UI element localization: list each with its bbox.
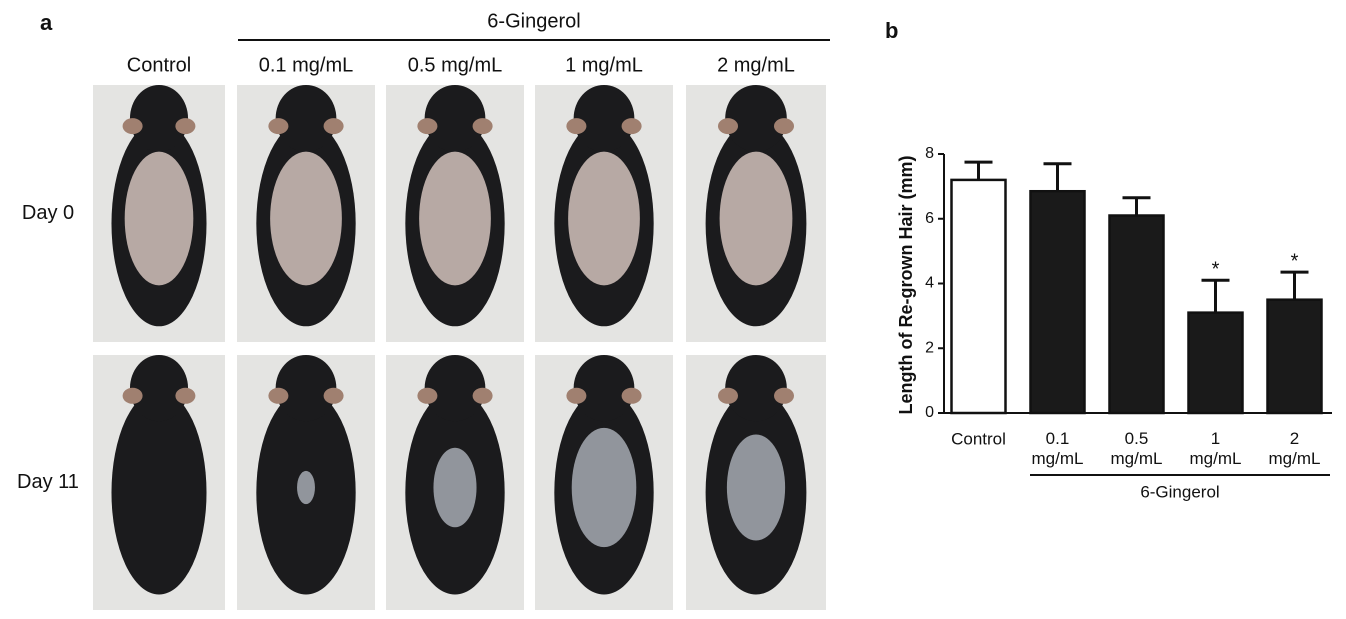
photo: [93, 355, 225, 610]
y-tick-label: 2: [925, 339, 934, 356]
ear: [122, 387, 143, 404]
ear: [323, 118, 344, 135]
mouse-head: [573, 355, 635, 422]
mouse-body: [111, 390, 207, 595]
mouse-head: [129, 355, 189, 422]
panel-label: b: [885, 18, 898, 43]
bar: [1029, 189, 1086, 415]
shaved-area: [419, 151, 491, 286]
y-tick-label: 6: [925, 210, 934, 227]
shaved-area: [433, 447, 477, 528]
y-tick-label: 8: [925, 145, 934, 162]
column-label: 0.1 mg/mL: [259, 54, 353, 76]
photo: [686, 355, 826, 610]
ear: [718, 118, 738, 135]
significance-mark: *: [1212, 259, 1220, 281]
ear: [417, 118, 438, 135]
photo: [386, 355, 524, 610]
ear: [718, 387, 738, 404]
photo: [535, 85, 673, 342]
significance-mark: *: [1291, 250, 1299, 272]
column-label: 2 mg/mL: [717, 54, 795, 76]
y-tick-label: 4: [925, 275, 934, 292]
shaved-area: [297, 470, 315, 505]
x-tick-label: 1 mg/mL: [1190, 429, 1242, 468]
panel-a: a 6-Gingerol: [40, 10, 830, 41]
ear: [472, 387, 493, 404]
photo: [237, 355, 375, 610]
bar: [1187, 311, 1244, 415]
ear: [268, 118, 289, 135]
photo: [237, 85, 375, 342]
mouse-head: [275, 85, 337, 152]
x-tick-label: 0.5 mg/mL: [1111, 429, 1163, 468]
panel-label: a: [40, 10, 53, 35]
group-label: 6-Gingerol: [1140, 482, 1219, 501]
bar: [1108, 214, 1165, 415]
bar: [1266, 298, 1323, 415]
row-label: Day 0: [22, 202, 74, 224]
photo: [686, 85, 826, 342]
x-tick-label: 0.1 mg/mL: [1032, 429, 1084, 468]
ear: [175, 387, 196, 404]
ear: [417, 387, 438, 404]
ear: [268, 387, 289, 404]
x-tick-label: Control: [951, 429, 1006, 448]
ear: [621, 118, 642, 135]
ear: [175, 118, 196, 135]
shaved-area: [270, 151, 342, 286]
ear: [566, 387, 587, 404]
shaved-area: [124, 151, 194, 286]
ear: [566, 118, 587, 135]
shaved-area: [726, 434, 786, 541]
ear: [774, 387, 794, 404]
column-label: 0.5 mg/mL: [408, 54, 502, 76]
column-label: 1 mg/mL: [565, 54, 643, 76]
mouse-head: [725, 85, 787, 152]
ear: [323, 387, 344, 404]
shaved-area: [571, 427, 637, 548]
mouse-head: [573, 85, 635, 152]
photo: [93, 85, 225, 342]
ear: [472, 118, 493, 135]
mouse-head: [424, 355, 486, 422]
shaved-area: [568, 151, 640, 286]
row-label: Day 11: [17, 471, 79, 493]
x-tick-label: 2 mg/mL: [1269, 429, 1321, 468]
ear: [621, 387, 642, 404]
shaved-area: [719, 151, 793, 286]
mouse-head: [275, 355, 337, 422]
column-label: Control: [127, 54, 191, 76]
photo: [535, 355, 673, 610]
ear: [122, 118, 143, 135]
ear: [774, 118, 794, 135]
group-label: 6-Gingerol: [487, 10, 580, 32]
y-axis-label: Length of Re-grown Hair (mm): [896, 156, 916, 415]
mouse-head: [129, 85, 189, 152]
bar: [950, 178, 1007, 415]
mouse-head: [424, 85, 486, 152]
mouse-head: [725, 355, 787, 422]
photo: [386, 85, 524, 342]
y-tick-label: 0: [925, 404, 934, 421]
